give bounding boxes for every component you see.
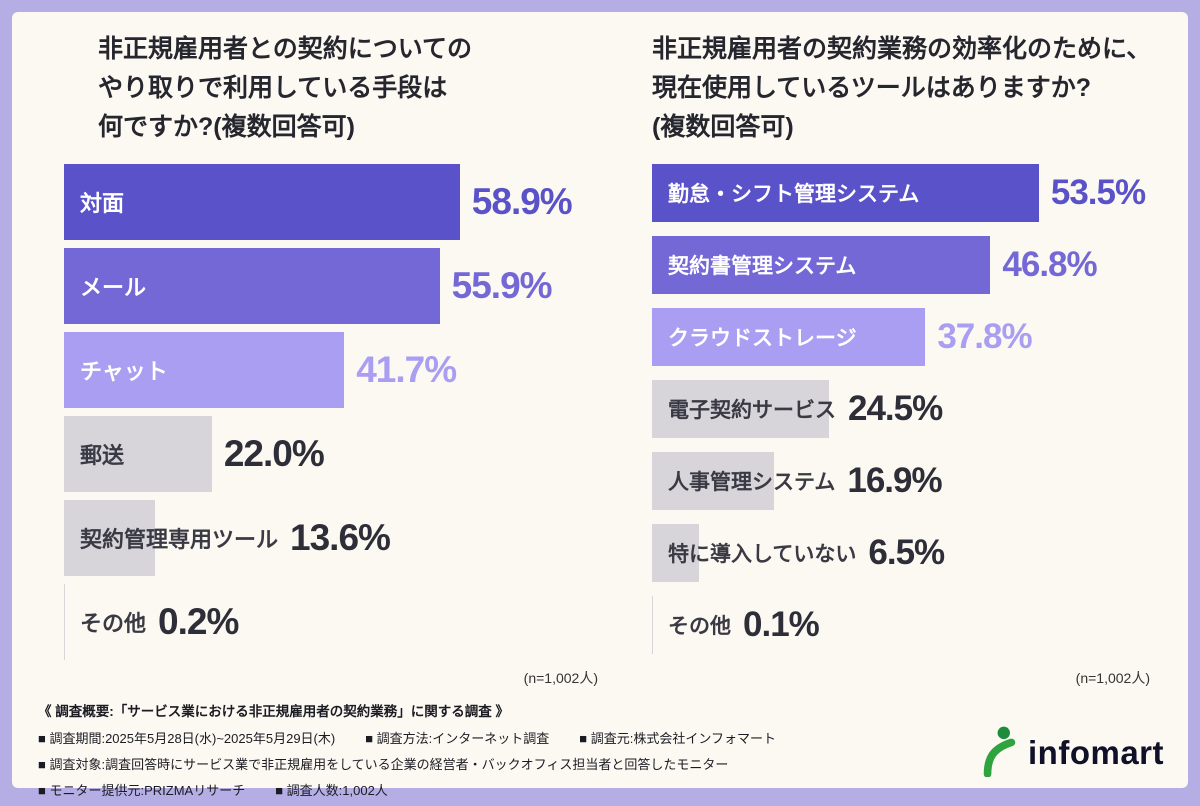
bar-value-label: 13.6% [290, 517, 391, 558]
bar-labelbox: 特に導入していない [652, 538, 856, 568]
bar-row: 人事管理システム 16.9% [652, 452, 1176, 510]
bar-value-label: 53.5% [1050, 173, 1146, 212]
bar-value-label: 55.9% [451, 265, 553, 306]
bar-labelbox: 電子契約サービス [652, 394, 836, 424]
bar-value-label: 37.8% [937, 317, 1032, 356]
bar-labelbox: その他 [652, 610, 731, 640]
bar [64, 500, 156, 576]
bar [64, 416, 212, 492]
survey-meta-item: ■ 調査人数:1,002人 [275, 783, 388, 798]
bar-labelbox: 郵送 [64, 438, 212, 470]
bar-row: 電子契約サービス 24.5% [652, 380, 1176, 438]
bar [652, 452, 775, 510]
bar-label: メール [80, 275, 147, 300]
bar-value-label: 46.8% [1002, 245, 1097, 284]
bar [64, 164, 460, 240]
survey-meta-item: ■ 調査期間:2025年5月28日(水)~2025年5月29日(木) [38, 731, 336, 746]
bar [652, 236, 991, 294]
bar [652, 308, 926, 366]
chart-left: 非正規雇用者との契約についての やり取りで利用している手段は 何ですか?(複数回… [64, 30, 624, 688]
bar-value-label: 24.5% [848, 389, 943, 428]
chart-right: 非正規雇用者の契約業務の効率化のために、 現在使用しているツールはありますか? … [652, 30, 1176, 688]
infomart-logo: infomart [978, 725, 1172, 782]
survey-meta-row: ■ モニター提供元:PRIZMAリサーチ ■ 調査人数:1,002人 [38, 780, 968, 799]
bar-value-label: 6.5% [868, 533, 945, 572]
bar [64, 248, 440, 324]
bar-row: その他 0.1% [652, 596, 1176, 654]
survey-meta-item: ■ モニター提供元:PRIZMAリサーチ [38, 783, 246, 798]
bar-value-label: 22.0% [223, 433, 325, 474]
bar [652, 524, 699, 582]
bar-labelbox: メール [64, 270, 440, 302]
bar [64, 584, 66, 660]
bar-rows: 勤怠・シフト管理システム 53.5% 契約書管理システム 46.8% クラウドス… [652, 164, 1176, 654]
bar-label: 郵送 [80, 443, 125, 468]
bar-label: 契約管理専用ツール [80, 527, 279, 552]
survey-meta-item: ■ 調査方法:インターネット調査 [365, 731, 550, 746]
bar-value-label: 16.9% [847, 461, 942, 500]
bar-row: 勤怠・シフト管理システム 53.5% [652, 164, 1176, 222]
survey-meta: 《 調査概要:「サービス業における非正規雇用者の契約業務」に関する調査 》 ■ … [38, 700, 968, 806]
survey-meta-item: ■ 調査元:株式会社インフォマート [579, 731, 776, 746]
bar-row: 特に導入していない 6.5% [652, 524, 1176, 582]
bar-label: 電子契約サービス [668, 399, 836, 422]
infomart-logo-icon [978, 725, 1020, 782]
infomart-logo-text: infomart [1028, 734, 1164, 771]
chart-title-line: 現在使用しているツールはありますか? [652, 74, 1092, 102]
chart-title-line: 非正規雇用者の契約業務の効率化のために、 [652, 35, 1152, 63]
bar-row: クラウドストレージ 37.8% [652, 308, 1176, 366]
bar-labelbox: 人事管理システム [652, 466, 835, 496]
bar-label: 対面 [80, 191, 125, 216]
bar-row: その他 0.2% [64, 584, 624, 660]
bar-row: 対面 58.9% [64, 164, 624, 240]
bar-label: 人事管理システム [668, 471, 836, 494]
chart-title-line: やり取りで利用している手段は [98, 74, 448, 102]
bar-value-label: 0.2% [158, 601, 239, 642]
bar-row: 契約書管理システム 46.8% [652, 236, 1176, 294]
bar [652, 380, 830, 438]
chart-title-line: 何ですか?(複数回答可) [98, 113, 355, 141]
bar-value-label: 41.7% [356, 349, 457, 390]
bar-value-label: 0.1% [743, 605, 820, 644]
sample-size-label: (n=1,002人) [1075, 670, 1150, 686]
chart-title-line: 非正規雇用者との契約についての [98, 35, 473, 63]
sample-size-label: (n=1,002人) [523, 670, 598, 686]
bar-label: その他 [80, 611, 147, 636]
bar-label: 契約書管理システム [668, 255, 857, 278]
bar-labelbox: クラウドストレージ [652, 322, 925, 352]
bar-labelbox: 勤怠・シフト管理システム [652, 178, 1039, 208]
bar [64, 332, 345, 408]
bar-labelbox: 対面 [64, 186, 460, 218]
survey-meta-row: ■ 調査期間:2025年5月28日(水)~2025年5月29日(木) ■ 調査方… [38, 728, 968, 747]
bar-labelbox: 契約書管理システム [652, 250, 990, 280]
survey-footer: 《 調査概要:「サービス業における非正規雇用者の契約業務」に関する調査 》 ■ … [22, 700, 1178, 806]
chart-title: 非正規雇用者の契約業務の効率化のために、 現在使用しているツールはありますか? … [652, 30, 1176, 152]
bar-label: その他 [668, 615, 731, 638]
bar-row: メール 55.9% [64, 248, 624, 324]
survey-meta-item: ■ 調査対象:調査回答時にサービス業で非正規雇用をしている企業の経営者・バックオ… [38, 757, 729, 772]
bar-row: チャット 41.7% [64, 332, 624, 408]
survey-meta-row: ■ 調査対象:調査回答時にサービス業で非正規雇用をしている企業の経営者・バックオ… [38, 754, 968, 773]
bar-value-label: 58.9% [471, 181, 573, 222]
chart-title: 非正規雇用者との契約についての やり取りで利用している手段は 何ですか?(複数回… [64, 30, 624, 152]
bar-label: 勤怠・シフト管理システム [668, 183, 920, 206]
bar [652, 164, 1039, 222]
charts-container: 非正規雇用者との契約についての やり取りで利用している手段は 何ですか?(複数回… [22, 30, 1178, 688]
bar [652, 596, 653, 654]
survey-overview-heading: 《 調査概要:「サービス業における非正規雇用者の契約業務」に関する調査 》 [38, 704, 509, 719]
bar-label: チャット [80, 359, 168, 384]
bar-labelbox: 契約管理専用ツール [64, 522, 278, 554]
chart-title-line: (複数回答可) [652, 113, 794, 141]
bar-label: クラウドストレージ [668, 327, 857, 350]
bar-row: 郵送 22.0% [64, 416, 624, 492]
bar-labelbox: チャット [64, 354, 344, 386]
bar-label: 特に導入していない [668, 543, 857, 566]
bar-rows: 対面 58.9% メール 55.9% チャット 41.7% 郵送 22.0% [64, 164, 624, 660]
bar-row: 契約管理専用ツール 13.6% [64, 500, 624, 576]
bar-labelbox: その他 [64, 606, 146, 638]
infographic-canvas: 非正規雇用者との契約についての やり取りで利用している手段は 何ですか?(複数回… [12, 12, 1188, 798]
